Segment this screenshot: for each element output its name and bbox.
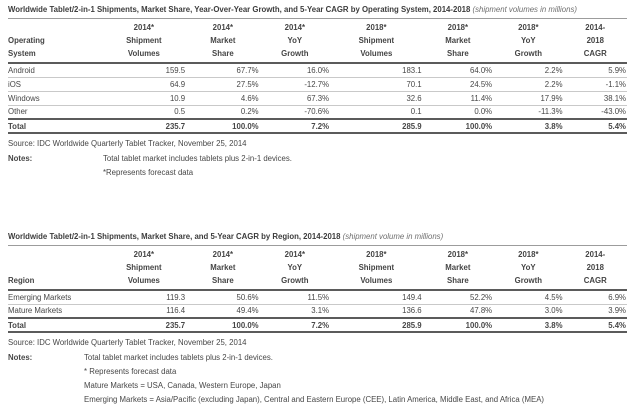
os-col-2014-share: 2014* Market Share [186, 18, 260, 64]
region-table-notes: Notes: Total tablet market includes tabl… [8, 353, 627, 409]
os-table-notes: Notes: Total tablet market includes tabl… [8, 154, 627, 182]
os-table-header-row: Operating System 2014* Shipment Volumes 20… [8, 18, 627, 64]
region-col-2014-volumes: 2014* Shipment Volumes [101, 245, 187, 291]
table-row-emerging-markets: Emerging Markets 119.3 50.6% 11.5% 149.4… [8, 292, 626, 302]
region-col-2018-share: 2018* Market Share [422, 245, 494, 291]
note-line: Total tablet market includes tablets plu… [103, 154, 292, 163]
region-table-source: Source: IDC Worldwide Quarterly Tablet T… [8, 338, 247, 347]
os-col-2018-yoy: 2018* YoY Growth [493, 18, 564, 64]
table-row-total-region: Total 235.7 100.0% 7.2% 285.9 100.0% 3.8… [8, 317, 627, 333]
os-table: Operating System 2014* Shipment Volumes 20… [8, 18, 627, 134]
os-col-2014-yoy: 2014* YoY Growth [259, 18, 331, 64]
os-table-title-main: Worldwide Tablet/2-in-1 Shipments, Marke… [8, 5, 471, 14]
region-table-header-row: Region 2014* Shipment Volumes 2014* Market S… [8, 245, 627, 291]
notes-label: Notes: [8, 154, 33, 163]
note-line: *Represents forecast data [103, 168, 194, 177]
table-row-ios: iOS 64.9 27.5% -12.7% 70.1 24.5% 2.2% -1… [8, 76, 627, 91]
region-col-2018-yoy: 2018* YoY Growth [493, 245, 564, 291]
region-col-cagr: 2014- 2018 CAGR [563, 245, 627, 291]
os-table-rowheader: Operating System [8, 18, 102, 64]
region-table-title: Worldwide Tablet/2-in-1 Shipments, Marke… [8, 232, 627, 245]
notes-label: Notes: [8, 353, 33, 362]
note-line: Total tablet market includes tablets plu… [84, 353, 273, 362]
region-col-2014-share: 2014* Market Share [186, 245, 260, 291]
region-col-2014-yoy: 2014* YoY Growth [259, 245, 331, 291]
note-line: Emerging Markets = Asia/Pacific (excludi… [84, 395, 545, 404]
note-line: * Represents forecast data [84, 367, 177, 376]
os-col-2018-share: 2018* Market Share [422, 18, 494, 64]
os-col-2014-volumes: 2014* Shipment Volumes [101, 18, 187, 64]
region-table-section: Worldwide Tablet/2-in-1 Shipments, Marke… [8, 232, 627, 409]
region-col-2018-volumes: 2018* Shipment Volumes [330, 245, 423, 291]
table-row-mature-markets: Mature Markets 116.4 49.4% 3.1% 136.6 47… [8, 303, 627, 318]
os-col-2018-volumes: 2018* Shipment Volumes [330, 18, 423, 64]
table-row-windows: Windows 10.9 4.6% 67.3% 32.6 11.4% 17.9%… [8, 90, 627, 105]
os-table-section: Worldwide Tablet/2-in-1 Shipments, Marke… [8, 5, 627, 182]
region-table-rowheader: Region [8, 245, 102, 291]
os-col-cagr: 2014- 2018 CAGR [563, 18, 627, 64]
os-table-source: Source: IDC Worldwide Quarterly Tablet T… [8, 139, 247, 148]
table-row-total-os: Total 235.7 100.0% 7.2% 285.9 100.0% 3.8… [8, 118, 627, 134]
table-row-other: Other 0.5 0.2% -70.6% 0.1 0.0% -11.3% -4… [8, 104, 627, 119]
region-table: Region 2014* Shipment Volumes 2014* Market S… [8, 245, 627, 333]
region-table-title-main: Worldwide Tablet/2-in-1 Shipments, Marke… [8, 232, 341, 241]
os-table-title: Worldwide Tablet/2-in-1 Shipments, Marke… [8, 5, 627, 18]
note-line: Mature Markets = USA, Canada, Western Eu… [84, 381, 281, 390]
os-table-title-units: (shipment volumes in millions) [472, 5, 577, 14]
region-table-title-units: (shipment volume in millions) [342, 232, 444, 241]
table-row-android: Android 159.5 67.7% 16.0% 183.1 64.0% 2.… [8, 65, 626, 75]
